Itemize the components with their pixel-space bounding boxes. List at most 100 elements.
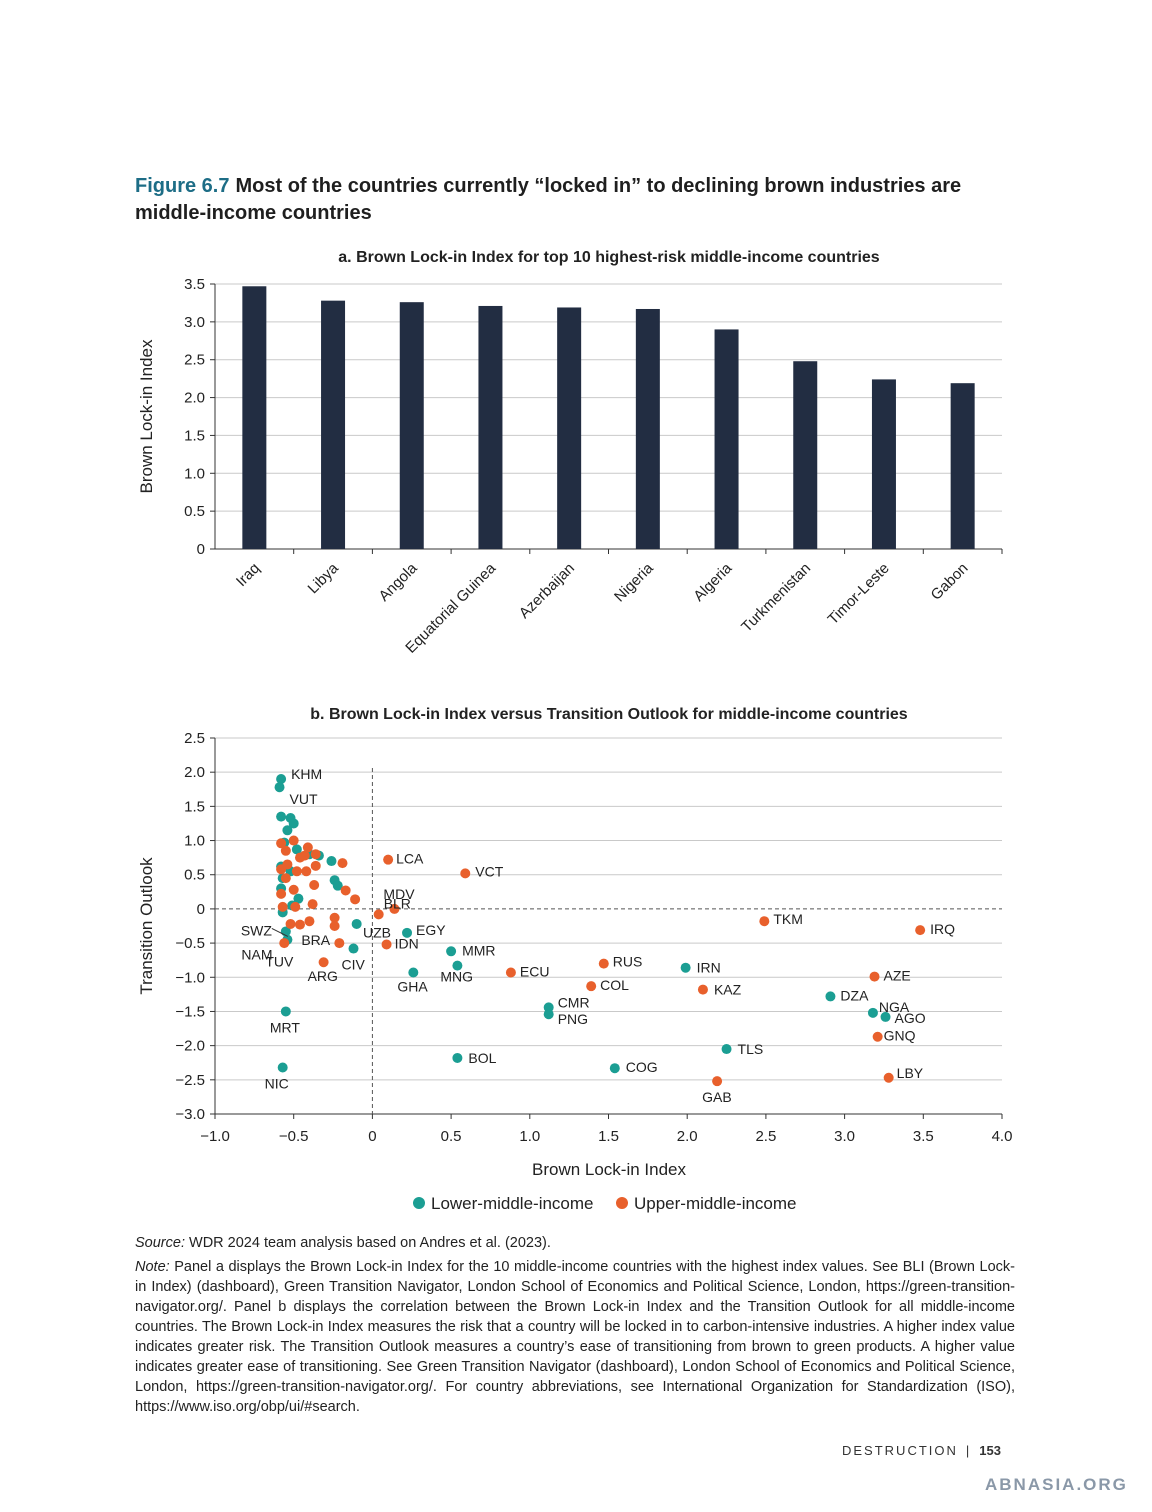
point-upper-middle-income	[301, 866, 312, 877]
point-lower-middle-income	[543, 1009, 554, 1020]
point-upper-middle-income	[310, 860, 321, 871]
point-upper-middle-income	[304, 916, 315, 927]
point-label-gnq: GNQ	[884, 1028, 916, 1044]
point-lower-middle-income	[348, 943, 359, 954]
legend-label: Lower-middle-income	[431, 1194, 594, 1213]
page-footer: DESTRUCTION | 153	[842, 1443, 1001, 1458]
note-paragraph: Note: Panel a displays the Brown Lock-in…	[135, 1257, 1015, 1417]
x-tick-label: 1.0	[519, 1128, 540, 1145]
point-upper-middle-income	[505, 967, 516, 978]
point-upper-middle-income	[280, 873, 291, 884]
point-label-nic: NIC	[265, 1076, 289, 1092]
point-upper-middle-income	[302, 842, 313, 853]
point-upper-middle-income	[337, 858, 348, 869]
point-upper-middle-income	[276, 864, 287, 875]
point-upper-middle-income	[915, 925, 926, 936]
y-tick-label: 2.0	[184, 390, 205, 407]
point-upper-middle-income	[329, 912, 340, 923]
point-lower-middle-income	[326, 856, 337, 867]
y-tick-label: −1.0	[175, 969, 205, 986]
bar	[399, 302, 424, 549]
y-tick-label: 0	[197, 901, 205, 918]
point-upper-middle-income	[310, 849, 321, 860]
point-upper-middle-income	[280, 845, 291, 856]
point-lower-middle-income	[276, 811, 287, 822]
figure-notes: Source: WDR 2024 team analysis based on …	[135, 1233, 1015, 1421]
point-upper-middle-income	[276, 838, 287, 849]
y-tick-label: 3.0	[184, 314, 205, 331]
y-tick-label: −2.5	[175, 1072, 205, 1089]
point-upper-middle-income	[697, 984, 708, 995]
x-tick-label: −0.5	[279, 1128, 309, 1145]
bar	[242, 286, 267, 549]
point-label-nam: NAM	[241, 947, 272, 963]
bar	[557, 307, 582, 549]
point-label-tkm: TKM	[773, 911, 803, 927]
bar	[478, 305, 503, 549]
bar	[635, 308, 660, 549]
point-upper-middle-income	[598, 958, 609, 969]
point-lower-middle-income	[408, 967, 419, 978]
point-label-lca: LCA	[396, 851, 424, 867]
legend-marker	[616, 1197, 628, 1209]
point-upper-middle-income	[460, 868, 471, 879]
point-label-tls: TLS	[738, 1041, 764, 1057]
panel-b-x-axis-title: Brown Lock-in Index	[532, 1160, 687, 1179]
point-label-gab: GAB	[702, 1089, 732, 1105]
bar	[793, 361, 818, 549]
point-upper-middle-income	[869, 971, 880, 982]
x-tick-label: 2.5	[755, 1128, 776, 1145]
legend-marker	[413, 1197, 425, 1209]
y-tick-label: 0.5	[184, 503, 205, 520]
point-upper-middle-income	[285, 918, 296, 929]
y-tick-label: 1.5	[184, 427, 205, 444]
bar	[950, 383, 975, 549]
point-label-vct: VCT	[475, 863, 503, 879]
point-lower-middle-income	[332, 880, 343, 891]
point-upper-middle-income	[307, 899, 318, 910]
point-label-col: COL	[600, 977, 629, 993]
figure-number: Figure 6.7	[135, 175, 230, 197]
point-label-lby: LBY	[897, 1065, 924, 1081]
point-label-uzb: UZB	[363, 925, 391, 941]
point-upper-middle-income	[279, 938, 290, 949]
point-label-mng: MNG	[440, 969, 473, 985]
point-lower-middle-income	[880, 1011, 891, 1022]
source-label: Source:	[135, 1235, 185, 1251]
source-text: WDR 2024 team analysis based on Andres e…	[184, 1235, 551, 1251]
point-label-cog: COG	[626, 1059, 658, 1075]
point-label-tuv: TUV	[265, 953, 294, 969]
point-label-dza: DZA	[840, 987, 869, 1003]
figure-title-text: Most of the countries currently “locked …	[135, 175, 962, 224]
x-tick-label: 3.5	[913, 1128, 934, 1145]
panel-a-title: a. Brown Lock-in Index for top 10 highes…	[338, 249, 880, 266]
panel-a-y-axis-title: Brown Lock-in Index	[137, 339, 156, 494]
point-lower-middle-income	[276, 774, 287, 785]
point-lower-middle-income	[351, 918, 362, 929]
x-tick-label: 0.5	[441, 1128, 462, 1145]
point-upper-middle-income	[883, 1072, 894, 1083]
point-upper-middle-income	[291, 866, 302, 877]
point-label-cmr: CMR	[558, 994, 590, 1010]
point-lower-middle-income	[452, 960, 463, 971]
swz-leader-line	[271, 928, 289, 937]
point-label-aze: AZE	[884, 968, 911, 984]
point-lower-middle-income	[293, 893, 304, 904]
point-label-bol: BOL	[468, 1050, 496, 1066]
point-lower-middle-income	[609, 1063, 620, 1074]
point-upper-middle-income	[350, 894, 361, 905]
point-upper-middle-income	[340, 885, 351, 896]
y-tick-label: −1.5	[175, 1003, 205, 1020]
point-label-bra: BRA	[301, 932, 330, 948]
point-upper-middle-income	[290, 901, 301, 912]
point-upper-middle-income	[288, 884, 299, 895]
point-lower-middle-income	[280, 1006, 291, 1017]
watermark: ABNASIA.ORG	[985, 1475, 1128, 1494]
point-lower-middle-income	[288, 818, 299, 829]
y-tick-label: −0.5	[175, 935, 205, 952]
point-lower-middle-income	[446, 946, 457, 957]
panel-b-y-axis-title: Transition Outlook	[137, 857, 156, 995]
point-label-swz: SWZ	[241, 922, 273, 938]
point-upper-middle-income	[373, 909, 384, 920]
bar-chart-panel-a: a. Brown Lock-in Index for top 10 highes…	[137, 249, 1003, 657]
